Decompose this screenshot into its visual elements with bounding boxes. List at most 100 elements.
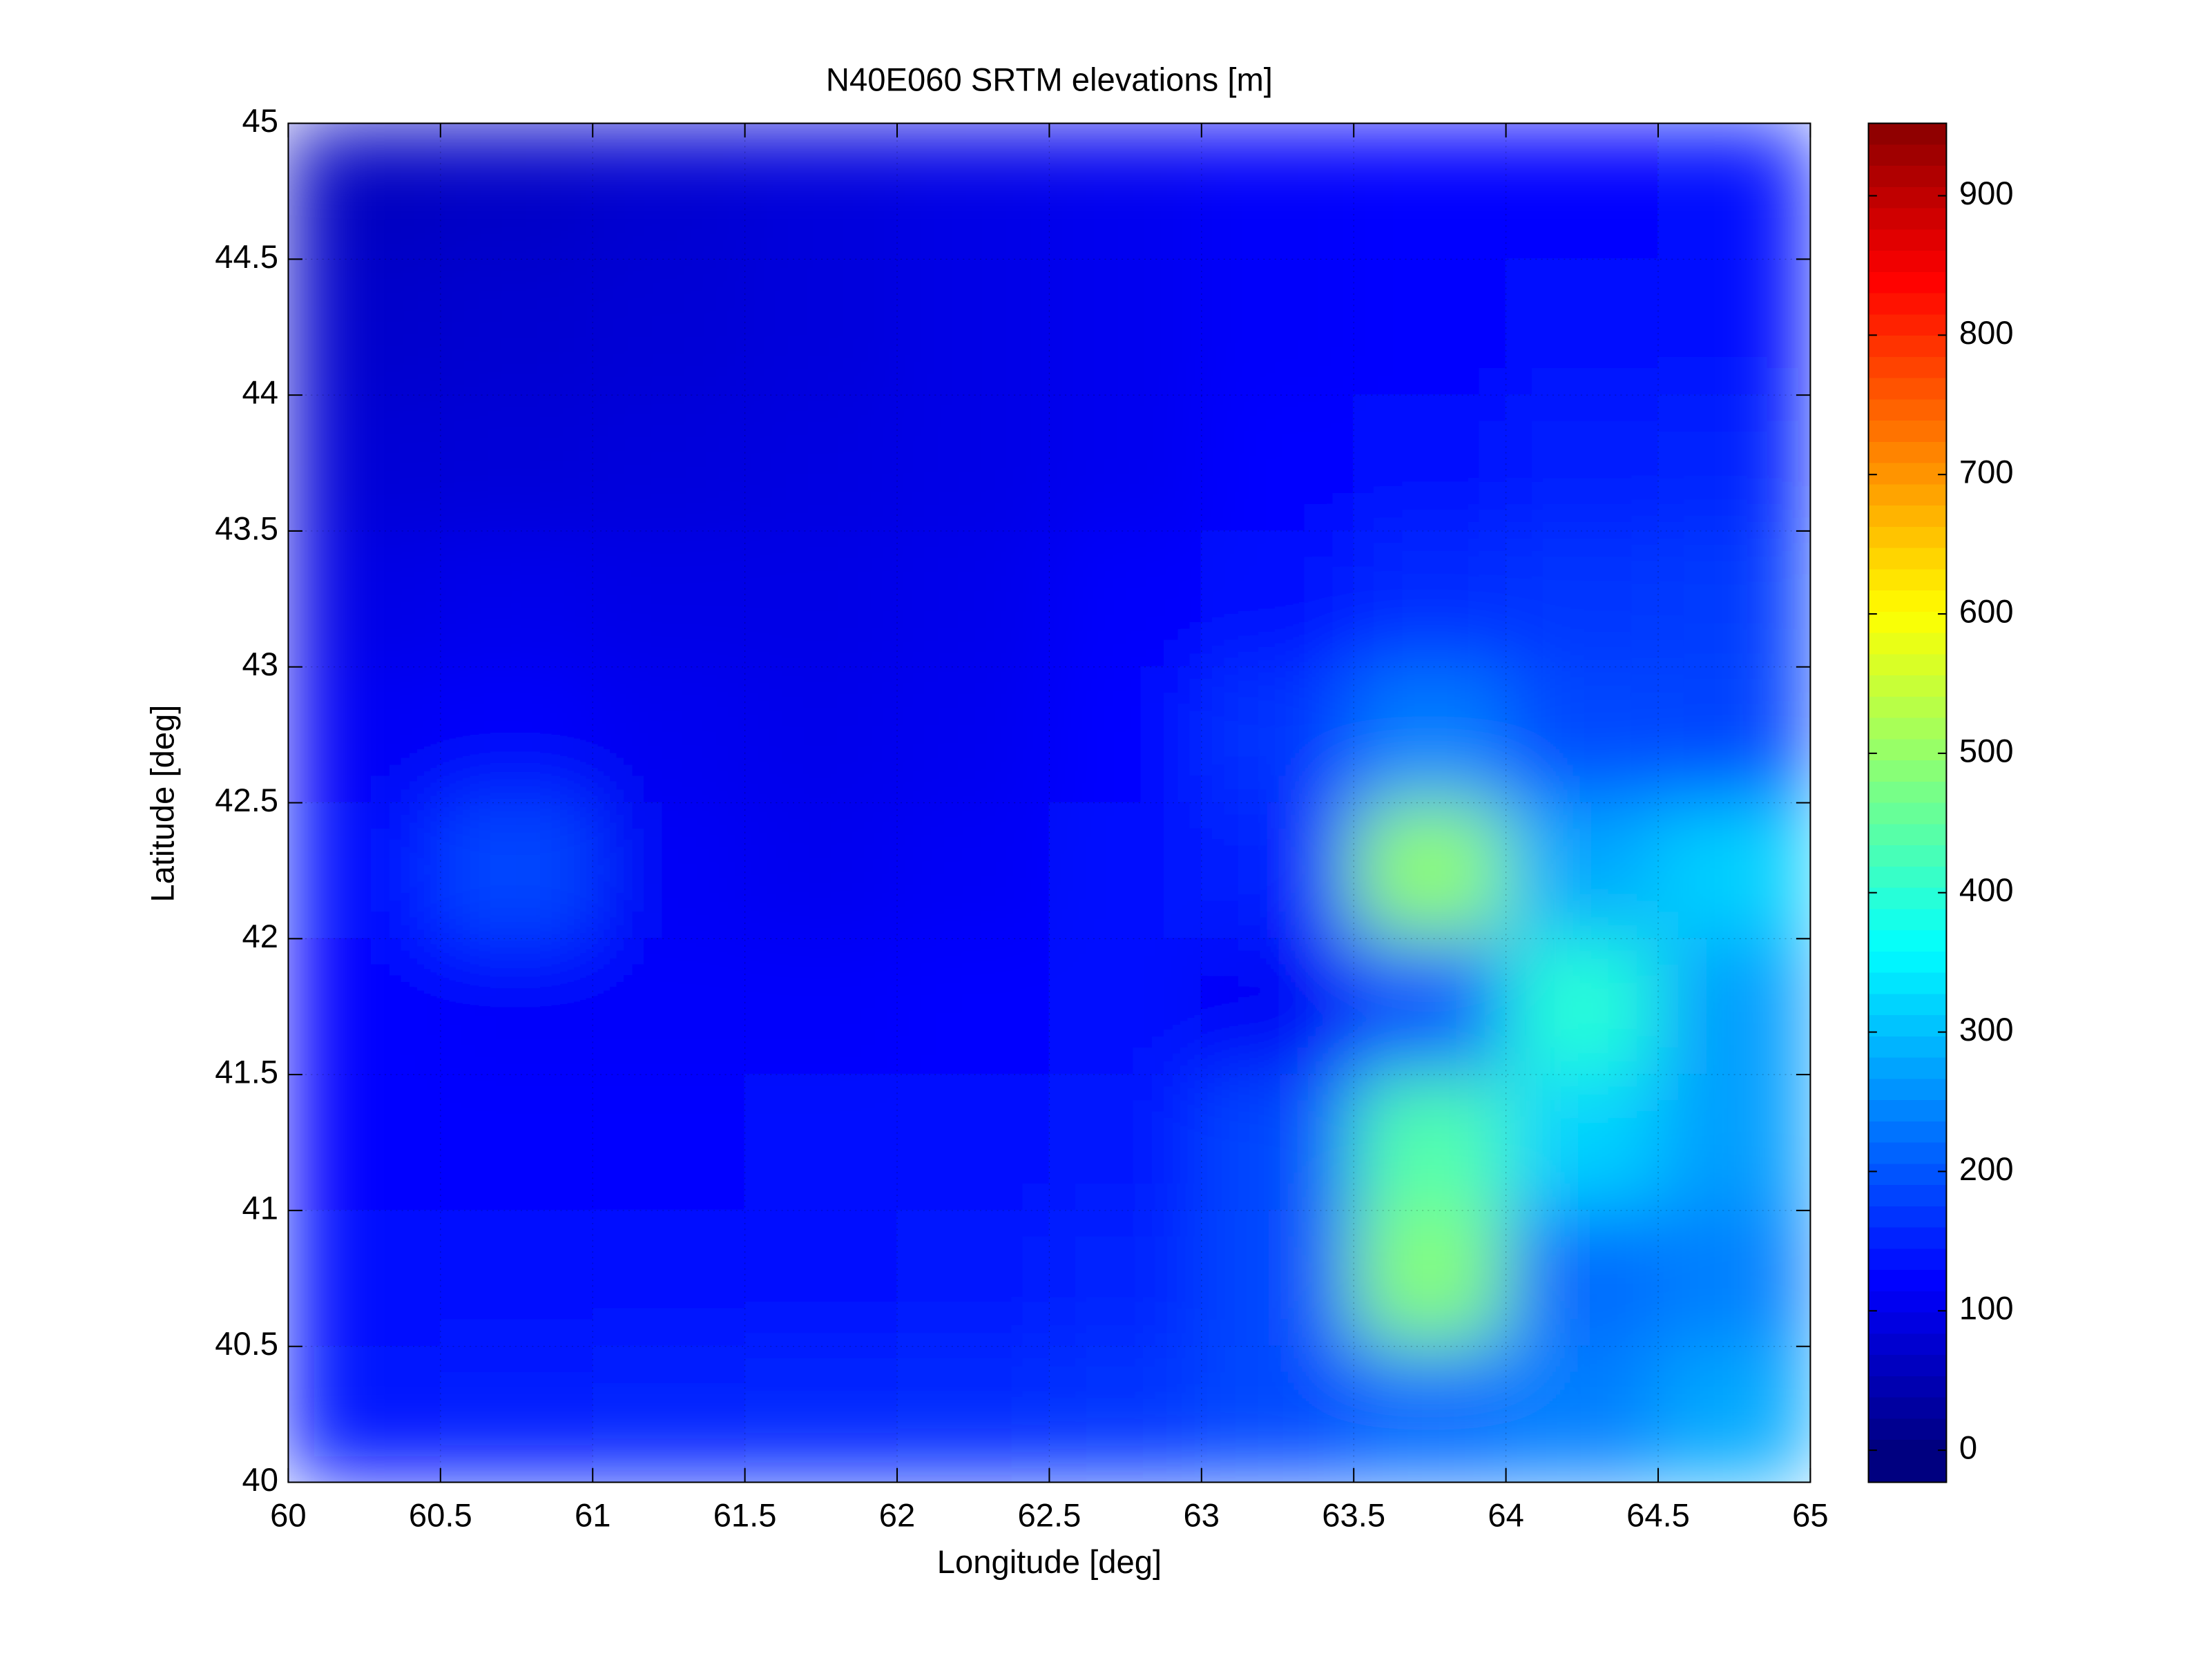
colorbar-tick-label: 800 (1959, 315, 2014, 351)
y-tick-label: 40 (242, 1462, 279, 1498)
heat-cell (592, 394, 746, 532)
heat-cell (1505, 1345, 1660, 1483)
heat-cell (1505, 394, 1660, 532)
heat-cell (592, 938, 746, 1076)
heat-cell (1048, 1345, 1202, 1483)
y-tick-label: 41 (242, 1190, 279, 1226)
heat-cell (439, 394, 594, 532)
heat-cell (1048, 1074, 1202, 1211)
heat-cell (1200, 394, 1355, 532)
heat-cell (1505, 938, 1660, 1076)
heat-cell (896, 123, 1050, 260)
heat-cell (744, 1209, 898, 1347)
heat-cell (1657, 258, 1811, 396)
colorbar-tick-label: 900 (1959, 175, 2014, 212)
heat-cell (896, 802, 1050, 940)
heat-cell (1657, 938, 1811, 1076)
x-tick-label: 61 (575, 1497, 611, 1534)
heat-cell (592, 1074, 746, 1211)
heat-cell (744, 530, 898, 668)
y-tick-label: 43.5 (215, 510, 278, 547)
heat-cell (1505, 258, 1660, 396)
heat-cell (1353, 394, 1507, 532)
heat-cell (1353, 1074, 1507, 1211)
heat-cell (1353, 938, 1507, 1076)
heat-cell (592, 666, 746, 804)
heat-cell (1353, 1209, 1507, 1347)
heat-cell (1048, 123, 1202, 260)
x-tick-label: 62 (879, 1497, 916, 1534)
heat-cell (1353, 123, 1507, 260)
heat-cell (1048, 1209, 1202, 1347)
x-tick-label: 60.5 (409, 1497, 472, 1534)
heatmap (288, 123, 1811, 1483)
y-tick-label: 43 (242, 646, 279, 683)
heat-cell (1048, 938, 1202, 1076)
heat-cell (1048, 258, 1202, 396)
heat-cell (439, 1074, 594, 1211)
heat-cell (288, 394, 441, 532)
heat-cell (1657, 1074, 1811, 1211)
heat-cell (1657, 1209, 1811, 1347)
heat-cell (592, 1345, 746, 1483)
x-tick-label: 60 (270, 1497, 307, 1534)
heat-cell (1200, 123, 1355, 260)
heat-cell (1353, 1345, 1507, 1483)
heat-cell (439, 1345, 594, 1483)
heat-cell (1200, 258, 1355, 396)
heat-cell (592, 530, 746, 668)
heat-cell (1505, 666, 1660, 804)
x-tick-label: 64.5 (1626, 1497, 1690, 1534)
heat-cell (896, 666, 1050, 804)
heat-cell (288, 1209, 441, 1347)
heat-cell (1200, 1345, 1355, 1483)
y-tick-label: 44 (242, 375, 279, 412)
heat-cell (288, 1345, 441, 1483)
heat-cell (896, 1209, 1050, 1347)
heat-cell (1200, 666, 1355, 804)
plot-frame (287, 122, 1811, 1483)
y-tick-label: 42 (242, 918, 279, 955)
heat-cell (1505, 1209, 1660, 1347)
heat-cell (896, 938, 1050, 1076)
heat-cell (1505, 530, 1660, 668)
heat-cell (288, 938, 441, 1076)
heat-cell (592, 1209, 746, 1347)
heat-cell (1657, 394, 1811, 532)
heat-cell (439, 802, 594, 940)
heat-cell (896, 1074, 1050, 1211)
heat-cell (1048, 394, 1202, 532)
heat-cell (896, 258, 1050, 396)
heat-cell (744, 666, 898, 804)
heat-cell (1200, 802, 1355, 940)
y-tick-label: 42.5 (215, 782, 278, 819)
heat-cell (1200, 1209, 1355, 1347)
y-tick-label: 40.5 (215, 1326, 278, 1362)
heat-cell (439, 530, 594, 668)
colorbar-tick-label: 700 (1959, 454, 2014, 491)
y-tick-label: 41.5 (215, 1054, 278, 1091)
heat-cell (1505, 1074, 1660, 1211)
heat-cell (1657, 666, 1811, 804)
heat-cell (1505, 123, 1660, 260)
y-axis-label: Latitude [deg] (144, 705, 181, 903)
x-tick-label: 63.5 (1322, 1497, 1385, 1534)
heat-cell (744, 258, 898, 396)
heat-cell (1657, 802, 1811, 940)
heat-cell (439, 666, 594, 804)
heat-cell (744, 394, 898, 532)
heat-cell (288, 123, 441, 260)
colorbar (1867, 122, 1947, 1483)
heat-cell (439, 123, 594, 260)
heat-cell (1353, 666, 1507, 804)
heat-cell (1200, 1074, 1355, 1211)
x-tick-label: 63 (1184, 1497, 1220, 1534)
heat-cell (592, 123, 746, 260)
heat-cell (896, 530, 1050, 668)
heat-cell (1200, 530, 1355, 668)
heat-cell (439, 1209, 594, 1347)
heat-cell (1657, 530, 1811, 668)
x-axis-label: Longitude [deg] (937, 1544, 1162, 1581)
x-tick-label: 61.5 (713, 1497, 777, 1534)
